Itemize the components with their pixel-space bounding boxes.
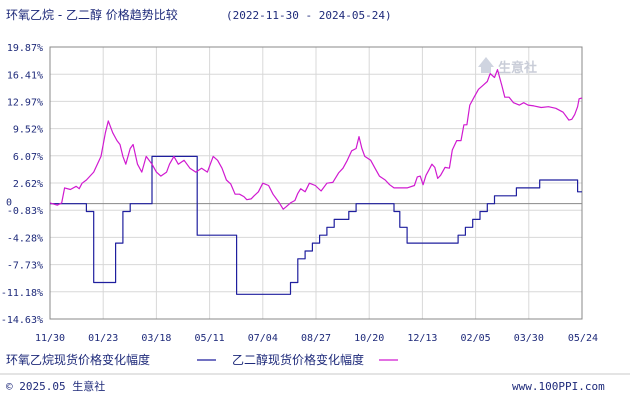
x-tick-label: 12/13 (407, 333, 437, 344)
x-tick-label: 08/27 (301, 333, 331, 344)
x-tick-label: 05/11 (195, 333, 225, 344)
watermark: 生意社 (478, 57, 537, 76)
legend-label-series1: 环氧乙烷现货价格变化幅度 (6, 352, 150, 367)
y-tick-label: -11.18% (1, 288, 43, 299)
y-tick-label: 2.62% (13, 179, 43, 190)
y-tick-label: -4.28% (7, 233, 43, 244)
series-line-2 (49, 69, 583, 210)
y-tick-label: -14.63% (1, 315, 43, 326)
y-tick-label: -7.73% (7, 261, 43, 272)
chart-title: 环氧乙烷 - 乙二醇 价格趋势比较 (6, 7, 178, 22)
x-tick-label: 07/04 (248, 333, 278, 344)
x-tick-label: 03/18 (141, 333, 171, 344)
legend: 环氧乙烷现货价格变化幅度 乙二醇现货价格变化幅度 (6, 352, 398, 367)
x-tick-label: 01/23 (88, 333, 118, 344)
x-tick-label: 11/30 (35, 333, 65, 344)
legend-label-series2: 乙二醇现货价格变化幅度 (232, 352, 364, 367)
y-tick-label: -0.83% (7, 206, 43, 217)
footer-copyright: © 2025.05 生意社 (6, 379, 105, 393)
y-tick-label: 16.41% (7, 70, 43, 81)
y-zero-label: 0 (6, 198, 12, 209)
footer-site-link[interactable]: www.100PPI.com (512, 380, 605, 393)
x-tick-label: 03/30 (514, 333, 544, 344)
watermark-logo-icon (478, 57, 494, 67)
y-tick-label: 9.52% (13, 125, 43, 136)
y-tick-label: 19.87% (7, 43, 43, 54)
y-tick-label: 6.07% (13, 152, 43, 163)
series-layer (49, 69, 583, 295)
series-line-1 (50, 155, 582, 295)
y-axis-labels: 19.87% 16.41% 12.97% 9.52% 6.07% 2.62% -0.83% -… (1, 43, 43, 326)
x-tick-label: 02/05 (461, 333, 491, 344)
x-tick-label: 10/20 (354, 333, 384, 344)
chart-date-range: (2022-11-30 - 2024-05-24) (226, 9, 392, 22)
plot-frame (49, 46, 583, 320)
x-tick-label: 05/24 (568, 333, 598, 344)
watermark-text: 生意社 (498, 60, 537, 76)
x-axis-labels: 11/30 01/23 03/18 05/11 07/04 08/27 10/20 12/13… (35, 333, 598, 344)
y-tick-label: 12.97% (7, 97, 43, 108)
